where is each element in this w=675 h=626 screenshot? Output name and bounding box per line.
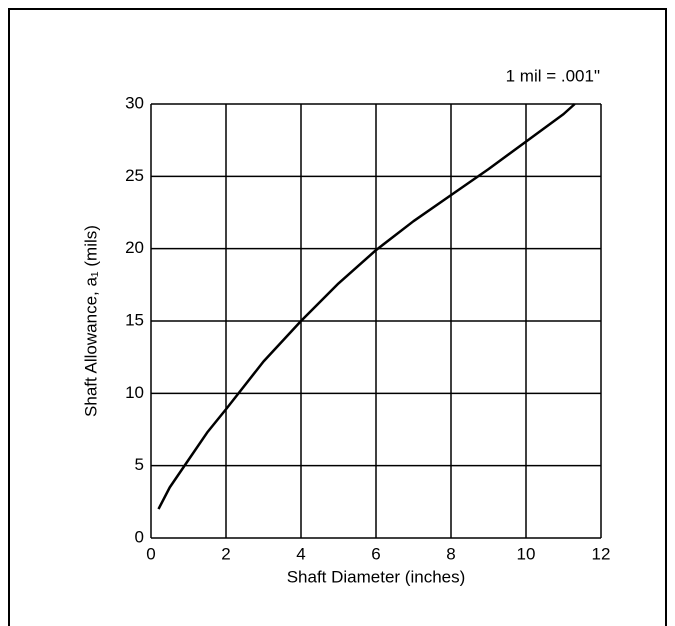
frame bbox=[8, 8, 667, 626]
x-tick-label: 12 bbox=[592, 544, 611, 563]
x-tick-label: 0 bbox=[146, 544, 155, 563]
y-tick-label: 20 bbox=[125, 238, 144, 257]
annotation: 1 mil = .001" bbox=[506, 66, 600, 85]
y-tick-label: 15 bbox=[125, 310, 144, 329]
y-tick-label: 10 bbox=[125, 383, 144, 402]
x-tick-label: 8 bbox=[446, 544, 455, 563]
y-tick-label: 0 bbox=[135, 527, 144, 546]
x-tick-label: 10 bbox=[517, 544, 536, 563]
x-tick-label: 2 bbox=[221, 544, 230, 563]
x-tick-label: 6 bbox=[371, 544, 380, 563]
x-tick-label: 4 bbox=[296, 544, 305, 563]
y-tick-label: 30 bbox=[125, 93, 144, 112]
curve bbox=[157, 103, 576, 510]
x-axis-label: Shaft Diameter (inches) bbox=[287, 567, 466, 586]
y-tick-label: 5 bbox=[135, 455, 144, 474]
y-axis-label: Shaft Allowance, a₁ (mils) bbox=[81, 225, 100, 417]
y-tick-label: 25 bbox=[125, 166, 144, 185]
